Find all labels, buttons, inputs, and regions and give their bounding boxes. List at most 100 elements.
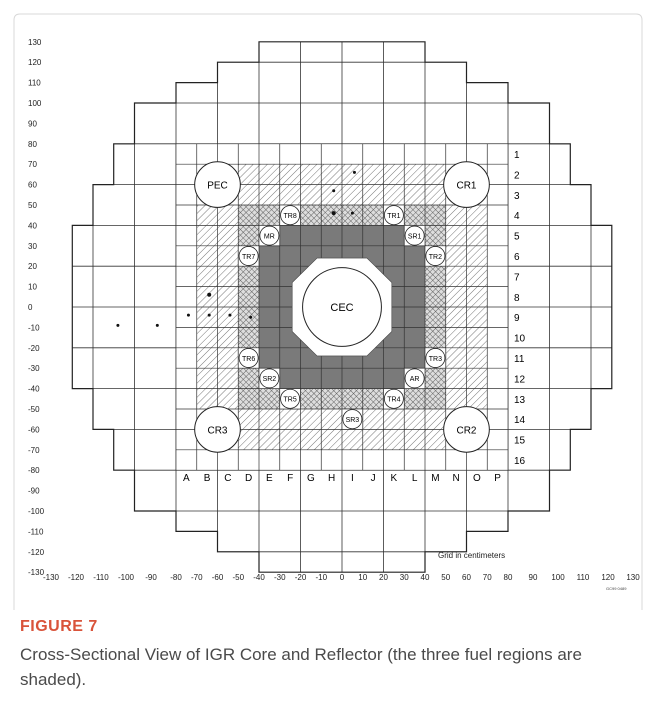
x-axis-label: -20 <box>295 573 307 582</box>
grid-note: Grid in centimeters <box>438 551 505 560</box>
column-label: J <box>371 473 376 484</box>
x-axis-label: -10 <box>315 573 327 582</box>
small-channel <box>404 225 425 246</box>
x-axis-label: 130 <box>626 573 640 582</box>
large-channel <box>194 161 241 208</box>
row-label: 4 <box>514 211 520 222</box>
y-axis-label: 90 <box>28 119 37 128</box>
small-channel <box>280 388 301 409</box>
y-axis-label: 0 <box>28 303 33 312</box>
column-label: P <box>494 473 501 484</box>
y-axis-label: 60 <box>28 181 37 190</box>
sample-point <box>332 189 336 193</box>
x-axis-label: 110 <box>577 573 590 582</box>
x-axis-label: 10 <box>358 573 367 582</box>
y-axis-label: -90 <box>28 487 40 496</box>
y-axis-label: -60 <box>28 425 40 434</box>
x-axis-label: -30 <box>274 573 286 582</box>
cec-label: CEC <box>330 302 353 314</box>
row-label: 13 <box>514 395 526 406</box>
y-axis-label: -120 <box>28 548 45 557</box>
column-label: A <box>183 473 190 484</box>
cec-channel <box>302 267 382 347</box>
sample-point <box>249 315 253 319</box>
x-axis-label: -110 <box>93 573 109 582</box>
sample-point <box>207 292 212 297</box>
x-axis-label: -80 <box>170 573 182 582</box>
outline <box>71 41 613 573</box>
y-axis-label: -80 <box>28 466 40 475</box>
row-label: 11 <box>514 354 525 365</box>
large-channel-label: CR3 <box>207 425 227 436</box>
small-channel <box>425 348 446 368</box>
small-channel <box>238 348 259 368</box>
y-axis-label: -10 <box>28 323 40 332</box>
small-channel-label: TR6 <box>242 356 255 363</box>
y-axis-label: 80 <box>28 140 37 149</box>
x-axis-label: 60 <box>462 573 471 582</box>
small-channel-label: SR1 <box>408 233 422 240</box>
y-axis-label: -40 <box>28 385 40 394</box>
small-channel <box>280 205 301 226</box>
small-channel <box>259 368 280 389</box>
small-channel-label: AR <box>410 376 420 383</box>
y-axis-label: 40 <box>28 221 37 230</box>
x-axis-label: -90 <box>145 573 157 582</box>
row-label: 15 <box>514 436 526 447</box>
sample-point <box>331 211 336 216</box>
small-channel <box>342 409 363 430</box>
sample-point <box>352 170 356 174</box>
x-axis-label: 120 <box>601 573 615 582</box>
y-axis-label: 30 <box>28 242 37 251</box>
x-axis-label: 40 <box>421 573 430 582</box>
row-label: 3 <box>514 191 520 202</box>
small-channel-label: TR4 <box>387 397 400 404</box>
column-label: I <box>351 473 354 484</box>
row-label: 10 <box>514 334 526 345</box>
column-label: F <box>287 473 293 484</box>
sample-point <box>207 313 211 317</box>
sample-point <box>350 211 354 215</box>
column-label: O <box>473 473 481 484</box>
sample-point <box>186 313 190 317</box>
column-label: L <box>412 473 418 484</box>
x-axis-label: 70 <box>483 573 492 582</box>
x-axis-label: -100 <box>118 573 135 582</box>
large-channel-label: PEC <box>207 181 228 192</box>
drawing-id: GC99 0489 <box>606 586 627 591</box>
row-label: 6 <box>514 252 520 263</box>
caption-text: Cross-Sectional View of IGR Core and Ref… <box>20 645 582 689</box>
column-label: K <box>391 473 398 484</box>
y-axis-label: -50 <box>28 405 40 414</box>
column-label: B <box>204 473 211 484</box>
x-axis-label: 20 <box>379 573 388 582</box>
small-channel-label: TR5 <box>284 397 297 404</box>
small-channel <box>383 205 404 226</box>
figure-border <box>13 13 643 610</box>
small-channel-label: TR2 <box>429 254 442 261</box>
y-axis-label: 120 <box>28 58 42 67</box>
row-label: 9 <box>514 313 520 324</box>
sample-point <box>155 323 159 327</box>
x-axis-label: 100 <box>551 573 565 582</box>
x-axis-label: -130 <box>43 573 60 582</box>
y-axis-label: 50 <box>28 201 37 210</box>
large-channel <box>443 406 490 453</box>
large-channel <box>443 161 490 208</box>
small-channel-label: TR1 <box>387 213 400 220</box>
sample-point <box>228 313 232 317</box>
y-axis-label: -130 <box>28 568 45 577</box>
small-channel <box>259 225 280 246</box>
small-channel-label: MR <box>264 233 275 240</box>
y-axis-label: 100 <box>28 99 42 108</box>
y-axis-label: -20 <box>28 344 40 353</box>
small-channel <box>404 368 425 389</box>
x-axis-label: 80 <box>504 573 513 582</box>
row-label: 1 <box>514 150 520 161</box>
row-label: 2 <box>514 170 520 181</box>
x-axis-label: -70 <box>191 573 203 582</box>
row-label: 16 <box>514 456 526 467</box>
small-channel <box>383 388 404 409</box>
small-channel-label: TR8 <box>284 213 297 220</box>
